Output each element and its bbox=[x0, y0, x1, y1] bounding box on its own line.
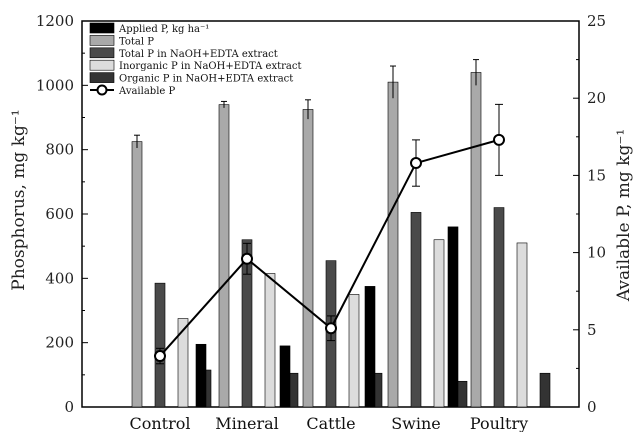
plot-area: 0 200 400 600 800 1000 1200 0 5 10 15 20 25 Control Mi… bbox=[36, 12, 606, 432]
y-tick-label-left: 800 bbox=[45, 141, 74, 159]
legend-swatch bbox=[89, 35, 115, 46]
y-tick-label-right: 20 bbox=[587, 89, 606, 107]
line-point bbox=[325, 322, 337, 335]
bar bbox=[302, 109, 314, 408]
bar bbox=[539, 372, 551, 408]
bar bbox=[177, 318, 189, 408]
y-tick-label-left: 1000 bbox=[36, 76, 74, 94]
x-tick-label: Swine bbox=[391, 414, 441, 432]
bar bbox=[218, 104, 230, 408]
line-point bbox=[493, 133, 505, 146]
bar bbox=[264, 273, 276, 408]
legend-swatch bbox=[89, 47, 115, 59]
legend-label: Available P bbox=[118, 86, 175, 97]
bar bbox=[456, 380, 468, 408]
y-tick-label-left: 1200 bbox=[36, 12, 74, 30]
line-point bbox=[154, 350, 166, 363]
y-axis-title-left: Phosphorus, mg kg⁻¹ bbox=[9, 109, 29, 290]
legend-swatch bbox=[89, 72, 115, 83]
bar bbox=[493, 207, 505, 408]
x-tick-label: Control bbox=[129, 414, 190, 432]
line-point bbox=[241, 252, 253, 265]
line-point bbox=[410, 157, 422, 170]
legend-label: Organic P in NaOH+EDTA extract bbox=[119, 74, 293, 85]
bar bbox=[154, 282, 166, 408]
bar bbox=[447, 226, 459, 408]
bar bbox=[387, 81, 399, 408]
bar bbox=[410, 212, 422, 408]
bar bbox=[195, 343, 207, 408]
bar bbox=[241, 239, 253, 408]
legend-label: Inorganic P in NaOH+EDTA extract bbox=[119, 61, 302, 72]
bar bbox=[131, 141, 143, 408]
x-tick-label: Poultry bbox=[470, 414, 528, 432]
legend-swatch bbox=[89, 22, 115, 34]
y-tick-label-right: 25 bbox=[587, 12, 606, 30]
y-tick-label-right: 10 bbox=[587, 244, 606, 262]
bar bbox=[279, 345, 291, 408]
y-tick-label-right: 15 bbox=[587, 166, 606, 184]
bar bbox=[516, 242, 528, 408]
legend-marker bbox=[96, 84, 108, 96]
legend-swatch bbox=[89, 59, 115, 71]
legend-label: Total P bbox=[119, 36, 154, 47]
legend-label: Total P in NaOH+EDTA extract bbox=[119, 49, 278, 60]
bar bbox=[470, 72, 482, 408]
x-tick-label: Cattle bbox=[306, 414, 355, 432]
y-tick-label-left: 200 bbox=[45, 334, 74, 352]
x-tick-label: Mineral bbox=[215, 414, 279, 432]
y-tick-label-right: 5 bbox=[587, 321, 597, 339]
bar bbox=[348, 294, 360, 408]
y-tick-label-left: 400 bbox=[45, 269, 74, 287]
y-axis-title-right: Available P, mg kg⁻¹ bbox=[614, 129, 634, 302]
legend-label: Applied P, kg ha⁻¹ bbox=[118, 24, 209, 35]
y-tick-label-right: 0 bbox=[587, 398, 597, 416]
bar bbox=[433, 239, 445, 408]
bar bbox=[364, 286, 376, 408]
y-tick-label-left: 0 bbox=[64, 398, 74, 416]
y-tick-label-left: 600 bbox=[45, 205, 74, 223]
